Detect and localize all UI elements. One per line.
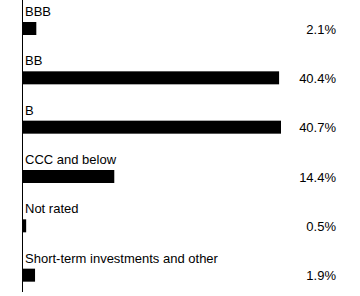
data-label: 14.4% <box>299 170 336 185</box>
category-label: CCC and below <box>25 152 117 167</box>
data-label: 40.7% <box>299 120 336 135</box>
category-label: Short-term investments and other <box>25 251 219 266</box>
bar <box>23 219 26 232</box>
bar <box>23 71 279 84</box>
category-label: BB <box>25 53 42 68</box>
data-label: 1.9% <box>306 268 336 283</box>
category-label: Not rated <box>25 201 78 216</box>
axis-line <box>22 0 23 292</box>
bar <box>23 170 114 183</box>
data-label: 2.1% <box>306 22 336 37</box>
category-label: BBB <box>25 4 51 19</box>
bars <box>23 22 281 282</box>
bar <box>23 121 281 134</box>
bar <box>23 269 35 282</box>
chart: BBBBBBCCC and belowNot ratedShort-term i… <box>0 0 360 296</box>
labels: BBBBBBCCC and belowNot ratedShort-term i… <box>25 4 336 283</box>
bar <box>23 22 36 35</box>
data-label: 0.5% <box>306 219 336 234</box>
category-label: B <box>25 103 34 118</box>
data-label: 40.4% <box>299 71 336 86</box>
